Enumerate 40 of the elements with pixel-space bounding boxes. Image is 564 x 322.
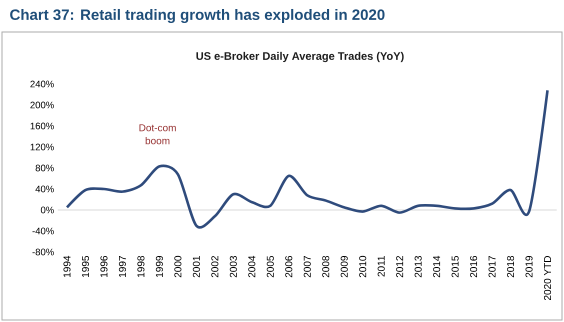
x-tick-label: 2014 [433, 256, 440, 278]
x-tick-label: 2012 [396, 256, 404, 278]
x-tick-label: 1995 [82, 256, 90, 278]
y-tick-label: 120% [30, 144, 54, 150]
x-tick-label: 1999 [156, 256, 163, 278]
x-tick-label: 2008 [322, 256, 330, 278]
y-tick-label: 0% [40, 206, 54, 214]
y-tick-label: 200% [30, 102, 54, 108]
x-tick-label: 1998 [137, 256, 144, 278]
x-tick-label: 2019 [525, 256, 533, 278]
y-tick-label: -40% [32, 228, 54, 234]
x-tick-label: 2017 [488, 256, 496, 278]
x-tick-label: 2004 [248, 256, 256, 278]
x-tick-label: 2001 [192, 256, 200, 278]
x-tick-label: 1997 [118, 256, 126, 278]
chart-title: Chart 37: Retail trading growth has exploded in 2020 [10, 8, 385, 24]
x-tick-label: 2009 [340, 256, 348, 278]
x-tick-label: 2007 [304, 256, 311, 278]
x-tick-label: 2018 [507, 256, 514, 278]
y-tick-label: 240% [30, 80, 54, 88]
y-tick-label: 40% [35, 186, 54, 192]
x-tick-label: 2010 [359, 256, 366, 278]
x-tick-label: 2002 [211, 256, 218, 278]
y-tick-label: 80% [36, 164, 54, 172]
y-tick-label: -80% [32, 248, 54, 256]
x-tick-label: 2020 YTD [544, 256, 552, 300]
x-tick-label: 2005 [266, 256, 274, 278]
x-tick-label: 1994 [63, 256, 71, 278]
x-tick-label: 2013 [414, 256, 422, 278]
x-tick-label: 2000 [174, 256, 182, 278]
x-tick-label: 2003 [230, 256, 237, 278]
chart-subtitle: US e-Broker Daily Average Trades (YoY) [196, 52, 404, 62]
x-tick-label: 2016 [470, 256, 478, 278]
line-series [66, 89, 549, 228]
x-tick-label: 1996 [100, 256, 108, 278]
x-tick-label: 2011 [378, 256, 385, 277]
annotation: Dot-com boom [139, 124, 176, 144]
x-tick-label: 2006 [285, 256, 292, 278]
y-tick-label: 160% [30, 122, 54, 130]
x-tick-label: 2015 [452, 256, 459, 278]
